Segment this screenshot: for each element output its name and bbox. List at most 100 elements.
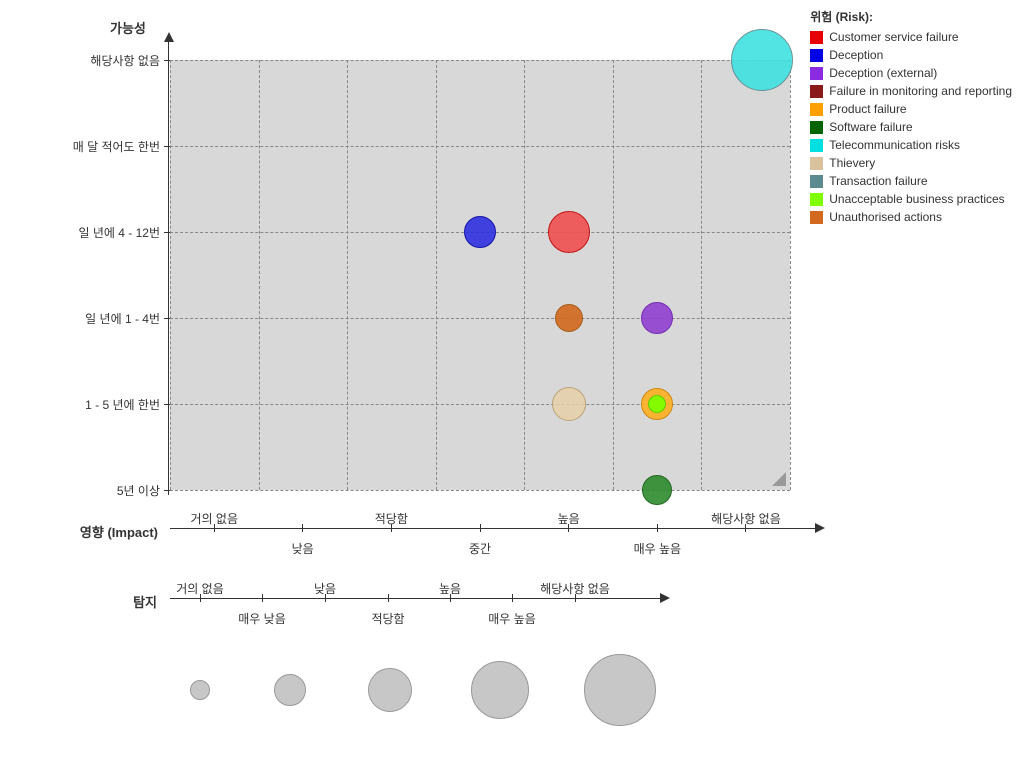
legend-swatch-icon bbox=[810, 85, 823, 98]
legend-swatch-icon bbox=[810, 121, 823, 134]
bubble-telecommunication-risks[interactable] bbox=[731, 29, 793, 91]
grid-line-h bbox=[170, 60, 790, 61]
impact-tick-label: 매우 높음 bbox=[634, 540, 682, 557]
y-axis-line bbox=[168, 40, 169, 495]
bubble-unauthorised-actions[interactable] bbox=[555, 304, 583, 332]
size-legend-bubble bbox=[190, 680, 210, 700]
y-tick-mark bbox=[164, 60, 170, 61]
grid-line-v bbox=[613, 60, 614, 490]
detect-axis-arrowhead-icon bbox=[660, 593, 670, 603]
y-tick-mark bbox=[164, 318, 170, 319]
detect-tick-mark bbox=[512, 594, 513, 602]
grid-line-h bbox=[170, 490, 790, 491]
impact-tick-mark bbox=[214, 524, 215, 532]
legend: 위험 (Risk): Customer service failureDecep… bbox=[810, 8, 1012, 226]
risk-bubble-chart: 위험 (Risk): Customer service failureDecep… bbox=[0, 0, 1024, 764]
bubble-thievery[interactable] bbox=[552, 387, 586, 421]
y-tick-mark bbox=[164, 146, 170, 147]
detect-tick-mark bbox=[450, 594, 451, 602]
size-legend-bubble bbox=[471, 661, 529, 719]
plot-area bbox=[170, 60, 790, 490]
detect-tick-mark bbox=[325, 594, 326, 602]
legend-item: Telecommunication risks bbox=[810, 136, 1012, 154]
legend-label: Unacceptable business practices bbox=[829, 190, 1004, 208]
legend-title: 위험 (Risk): bbox=[810, 8, 1012, 26]
legend-label: Failure in monitoring and reporting bbox=[829, 82, 1012, 100]
y-axis-arrowhead-icon bbox=[164, 32, 174, 42]
impact-tick-mark bbox=[302, 524, 303, 532]
y-tick-label: 일 년에 1 - 4번 bbox=[20, 310, 160, 327]
detect-axis-title: 탐지 bbox=[107, 592, 157, 611]
grid-line-v bbox=[347, 60, 348, 490]
legend-item: Deception (external) bbox=[810, 64, 1012, 82]
y-tick-label: 일 년에 4 - 12번 bbox=[20, 224, 160, 241]
y-tick-mark bbox=[164, 232, 170, 233]
legend-swatch-icon bbox=[810, 175, 823, 188]
legend-swatch-icon bbox=[810, 139, 823, 152]
impact-tick-label: 중간 bbox=[469, 540, 491, 557]
legend-label: Transaction failure bbox=[829, 172, 927, 190]
bubble-unacceptable-business-practices[interactable] bbox=[648, 395, 666, 413]
legend-label: Software failure bbox=[829, 118, 912, 136]
impact-tick-mark bbox=[657, 524, 658, 532]
plot-background bbox=[170, 60, 790, 490]
y-tick-mark bbox=[164, 404, 170, 405]
grid-line-h bbox=[170, 146, 790, 147]
legend-item: Product failure bbox=[810, 100, 1012, 118]
impact-axis-arrowhead-icon bbox=[815, 523, 825, 533]
grid-line-v bbox=[259, 60, 260, 490]
detect-axis-line bbox=[170, 598, 660, 599]
legend-item: Unauthorised actions bbox=[810, 208, 1012, 226]
detect-tick-label: 매우 낮음 bbox=[238, 610, 286, 627]
grid-line-v bbox=[524, 60, 525, 490]
bubble-deception-external-[interactable] bbox=[641, 302, 673, 334]
y-tick-label: 5년 이상 bbox=[20, 482, 160, 499]
size-legend-bubble bbox=[368, 668, 412, 712]
legend-swatch-icon bbox=[810, 193, 823, 206]
y-tick-label: 해당사항 없음 bbox=[20, 52, 160, 69]
legend-item: Transaction failure bbox=[810, 172, 1012, 190]
grid-line-v bbox=[170, 60, 171, 490]
bubble-customer-service-failure[interactable] bbox=[548, 211, 590, 253]
detect-tick-mark bbox=[575, 594, 576, 602]
size-legend-bubble bbox=[274, 674, 306, 706]
bubble-software-failure[interactable] bbox=[642, 475, 672, 505]
legend-item: Software failure bbox=[810, 118, 1012, 136]
impact-axis-title: 영향 (Impact) bbox=[63, 522, 158, 541]
legend-item: Deception bbox=[810, 46, 1012, 64]
bubble-deception[interactable] bbox=[464, 216, 496, 248]
impact-axis-line bbox=[170, 528, 815, 529]
legend-label: Unauthorised actions bbox=[829, 208, 942, 226]
impact-tick-mark bbox=[480, 524, 481, 532]
detect-tick-mark bbox=[262, 594, 263, 602]
legend-swatch-icon bbox=[810, 49, 823, 62]
legend-item: Unacceptable business practices bbox=[810, 190, 1012, 208]
y-tick-label: 1 - 5 년에 한번 bbox=[20, 396, 160, 413]
grid-line-v bbox=[436, 60, 437, 490]
legend-item: Customer service failure bbox=[810, 28, 1012, 46]
legend-label: Customer service failure bbox=[829, 28, 958, 46]
detect-tick-label: 매우 높음 bbox=[488, 610, 536, 627]
legend-label: Deception (external) bbox=[829, 64, 937, 82]
legend-swatch-icon bbox=[810, 157, 823, 170]
y-tick-mark bbox=[164, 490, 170, 491]
impact-tick-mark bbox=[568, 524, 569, 532]
impact-tick-label: 낮음 bbox=[292, 540, 314, 557]
detect-tick-mark bbox=[200, 594, 201, 602]
legend-item: Thievery bbox=[810, 154, 1012, 172]
impact-tick-mark bbox=[745, 524, 746, 532]
detect-tick-label: 적당함 bbox=[371, 610, 404, 627]
legend-label: Thievery bbox=[829, 154, 875, 172]
legend-item: Failure in monitoring and reporting bbox=[810, 82, 1012, 100]
legend-label: Deception bbox=[829, 46, 883, 64]
legend-label: Product failure bbox=[829, 100, 906, 118]
y-axis-title: 가능성 bbox=[110, 18, 146, 37]
grid-line-v bbox=[701, 60, 702, 490]
grid-line-v bbox=[790, 60, 791, 490]
size-legend-bubble bbox=[584, 654, 656, 726]
legend-swatch-icon bbox=[810, 211, 823, 224]
grid-line-h bbox=[170, 318, 790, 319]
y-tick-label: 매 달 적어도 한번 bbox=[20, 138, 160, 155]
detect-tick-mark bbox=[388, 594, 389, 602]
legend-label: Telecommunication risks bbox=[829, 136, 960, 154]
